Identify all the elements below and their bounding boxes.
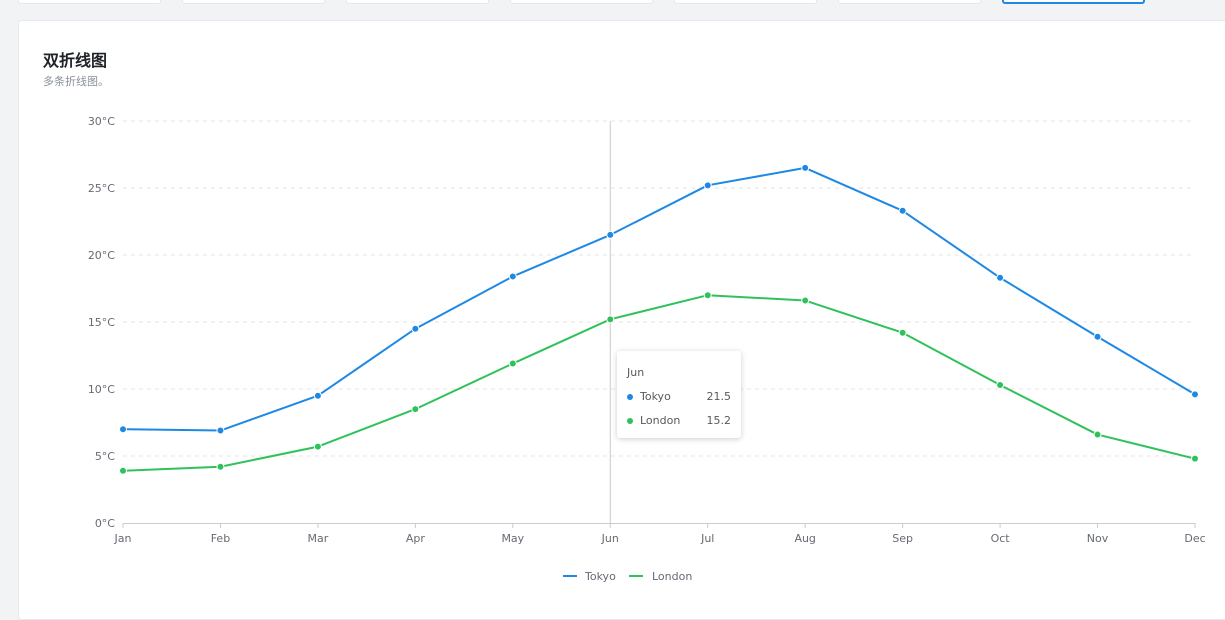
series-line-tokyo: [122, 166, 1196, 432]
tooltip: Jun Tokyo 21.5 London 15.2: [617, 351, 741, 438]
tab-2[interactable]: [182, 0, 325, 4]
y-tick-label: 10°C: [88, 383, 115, 396]
tooltip-value-london: 15.2: [706, 414, 732, 427]
x-tick-label: Feb: [211, 532, 230, 545]
data-point-tokyo[interactable]: [606, 230, 615, 239]
data-point-tokyo[interactable]: [411, 324, 420, 333]
y-tick-label: 20°C: [88, 249, 115, 262]
data-point-tokyo[interactable]: [119, 425, 127, 434]
line-chart: 0°C 5°C 10°C 15°C 20°C 25°C 30°C Jan Feb Mar Apr M…: [88, 115, 1206, 583]
x-tick-label: Aug: [794, 532, 815, 545]
tooltip-marker-tokyo: [627, 394, 633, 400]
y-axis-ticks: 0°C 5°C 10°C 15°C 20°C 25°C 30°C: [88, 115, 115, 530]
data-point-london[interactable]: [996, 380, 1005, 389]
x-tick-label: Mar: [308, 532, 329, 545]
tab-7-active[interactable]: [1002, 0, 1145, 4]
tooltip-value-tokyo: 21.5: [706, 390, 732, 403]
tab-4[interactable]: [510, 0, 653, 4]
legend: Tokyo London: [563, 570, 692, 583]
y-tick-label: 0°C: [95, 517, 115, 530]
data-point-london[interactable]: [898, 328, 907, 337]
x-tick-label: Jun: [601, 532, 619, 545]
y-tick-label: 25°C: [88, 182, 115, 195]
data-point-london[interactable]: [703, 291, 712, 300]
data-point-tokyo[interactable]: [996, 273, 1005, 282]
data-point-tokyo[interactable]: [1093, 332, 1102, 341]
legend-label-london[interactable]: London: [652, 570, 692, 583]
tooltip-row-london: London 15.2: [627, 414, 733, 428]
card-title: 双折线图: [43, 51, 108, 70]
tooltip-name-tokyo: Tokyo: [640, 390, 671, 403]
tooltip-name-london: London: [640, 414, 681, 427]
tab-1[interactable]: [18, 0, 161, 4]
tab-6[interactable]: [838, 0, 981, 4]
series-lines: [119, 163, 1199, 475]
chart-card: 双折线图 多条折线图。: [18, 20, 1225, 620]
data-point-london[interactable]: [119, 466, 127, 475]
data-point-tokyo[interactable]: [508, 272, 517, 281]
tooltip-marker-london: [627, 418, 633, 424]
y-tick-label: 5°C: [95, 450, 115, 463]
card-subtitle: 多条折线图。: [43, 75, 109, 88]
x-tick-label: May: [501, 532, 524, 545]
data-point-london[interactable]: [801, 296, 810, 305]
x-tick-label: Dec: [1184, 532, 1205, 545]
tab-3[interactable]: [346, 0, 489, 4]
data-point-london[interactable]: [216, 462, 225, 471]
data-point-tokyo[interactable]: [898, 206, 907, 215]
data-point-tokyo[interactable]: [703, 181, 712, 190]
data-point-london[interactable]: [508, 359, 517, 368]
data-point-london[interactable]: [313, 442, 322, 451]
data-point-tokyo[interactable]: [1191, 390, 1199, 399]
x-tick-label: Jul: [700, 532, 714, 545]
tab-5[interactable]: [674, 0, 817, 4]
x-tick-label: Apr: [406, 532, 426, 545]
legend-label-tokyo[interactable]: Tokyo: [584, 570, 616, 583]
y-tick-label: 30°C: [88, 115, 115, 128]
data-point-tokyo[interactable]: [313, 391, 322, 400]
data-point-london[interactable]: [411, 405, 420, 414]
x-tick-label: Jan: [114, 532, 132, 545]
data-point-london[interactable]: [1093, 430, 1102, 439]
series-line-london: [122, 294, 1196, 472]
data-point-tokyo[interactable]: [216, 426, 225, 435]
y-tick-label: 15°C: [88, 316, 115, 329]
x-tick-label: Sep: [892, 532, 913, 545]
x-tick-label: Nov: [1087, 532, 1109, 545]
tooltip-title: Jun: [627, 366, 645, 379]
chart-type-tabs: [0, 0, 1225, 12]
x-axis: Jan Feb Mar Apr May Jun Jul Aug Sep Oct Nov Dec: [114, 523, 1206, 545]
x-tick-label: Oct: [991, 532, 1011, 545]
data-point-tokyo[interactable]: [801, 163, 810, 172]
data-point-london[interactable]: [606, 315, 615, 324]
data-point-london[interactable]: [1191, 454, 1199, 463]
tooltip-row-tokyo: Tokyo 21.5: [627, 390, 733, 404]
